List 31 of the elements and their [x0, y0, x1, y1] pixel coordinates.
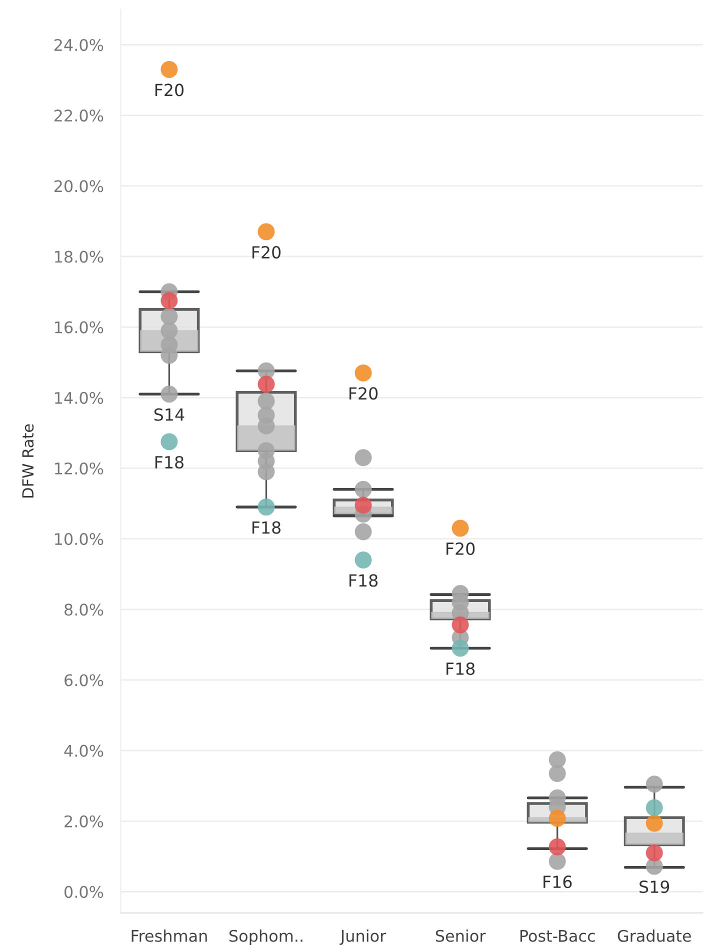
y-tick-label: 0.0% [64, 886, 104, 898]
y-tick-label: 18.0% [55, 250, 104, 263]
y-tick-label: 10.0% [55, 533, 104, 546]
x-tick-label: Freshman [132, 930, 207, 942]
annotation: F18 [252, 521, 281, 534]
y-tick-label: 4.0% [64, 744, 104, 757]
annotation: F18 [155, 456, 184, 469]
x-tick-label: Graduate [618, 930, 691, 942]
y-tick-label: 14.0% [55, 392, 104, 404]
annotation: F18 [446, 662, 475, 676]
y-tick-label: 22.0% [54, 110, 104, 122]
y-tick-label: 2.0% [64, 815, 104, 828]
annotation: F18 [350, 574, 378, 587]
annotation: F20 [350, 387, 378, 400]
y-tick-label: 20.0% [54, 180, 104, 192]
x-tick-label: Senior [436, 930, 486, 942]
annotation: F20 [446, 542, 475, 556]
annotation: F20 [155, 84, 184, 96]
y-tick-label: 6.0% [64, 674, 104, 686]
x-tick-label: Post-Bacc [520, 930, 595, 942]
annotation: F16 [544, 876, 572, 888]
annotation: S14 [154, 408, 184, 421]
y-tick-label: 12.0% [55, 462, 104, 475]
x-tick-label: Sophom.. [229, 930, 302, 946]
y-tick-label: 24.0% [54, 38, 104, 52]
annotation: S19 [640, 880, 670, 894]
y-axis-title: DFW Rate [22, 424, 34, 498]
y-tick-label: 8.0% [64, 604, 104, 616]
x-tick-label: Junior [340, 930, 386, 945]
annotation: F20 [252, 246, 281, 259]
y-tick-label: 16.0% [55, 321, 104, 334]
